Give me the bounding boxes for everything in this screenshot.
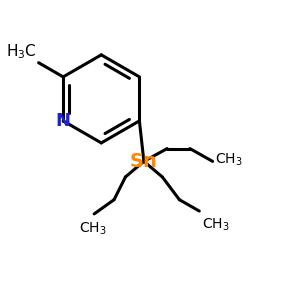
Text: H$_3$C: H$_3$C bbox=[7, 43, 37, 61]
Text: CH$_3$: CH$_3$ bbox=[215, 152, 242, 168]
Text: N: N bbox=[56, 112, 71, 130]
Text: Sn: Sn bbox=[130, 152, 158, 171]
Text: CH$_3$: CH$_3$ bbox=[79, 221, 106, 237]
Text: CH$_3$: CH$_3$ bbox=[202, 216, 229, 232]
